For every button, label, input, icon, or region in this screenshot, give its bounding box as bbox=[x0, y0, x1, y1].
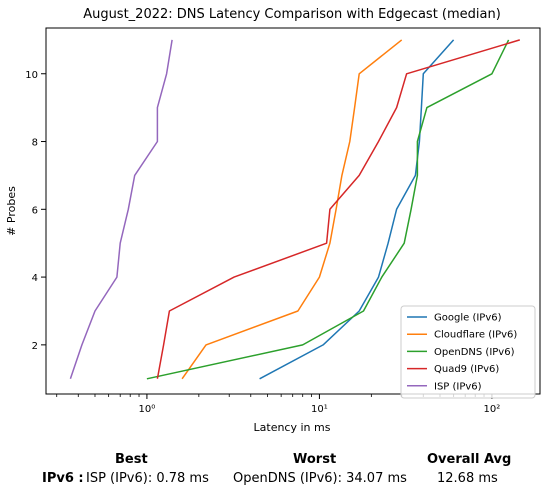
y-tick-label: 8 bbox=[32, 138, 38, 149]
x-axis-label: Latency in ms bbox=[254, 421, 331, 434]
legend-entry: Google (IPv6) bbox=[434, 313, 502, 324]
legend-entry: ISP (IPv6) bbox=[434, 381, 482, 392]
overall-avg-value: 12.68 ms bbox=[437, 471, 498, 486]
ipv6-row-label: IPv6 : bbox=[42, 471, 84, 486]
legend-entry: Quad9 (IPv6) bbox=[434, 364, 499, 375]
worst-header: Worst bbox=[293, 452, 337, 467]
overall-avg-header: Overall Avg bbox=[427, 452, 512, 467]
latency-chart: August_2022: DNS Latency Comparison with… bbox=[5, 7, 541, 434]
series-line-isp-ipv6 bbox=[69, 39, 173, 380]
legend-entry: OpenDNS (IPv6) bbox=[434, 347, 515, 358]
chart-title: August_2022: DNS Latency Comparison with… bbox=[83, 7, 501, 22]
x-tick-label: 10² bbox=[484, 404, 501, 415]
y-tick-label: 2 bbox=[32, 341, 38, 352]
y-tick-label: 10 bbox=[25, 70, 38, 81]
best-value: ISP (IPv6): 0.78 ms bbox=[86, 471, 209, 486]
y-tick-label: 6 bbox=[32, 205, 38, 216]
worst-value: OpenDNS (IPv6): 34.07 ms bbox=[233, 471, 407, 486]
series-line-quad9-ipv6 bbox=[156, 39, 521, 379]
y-tick-label: 4 bbox=[32, 273, 38, 284]
y-axis-label: # Probes bbox=[5, 186, 18, 236]
summary-panel: Best Worst Overall Avg IPv6 : ISP (IPv6)… bbox=[0, 448, 548, 496]
series-line-opendns-ipv6 bbox=[146, 39, 510, 380]
x-tick-label: 10⁰ bbox=[139, 404, 156, 415]
best-header: Best bbox=[115, 452, 148, 467]
series-line-google-ipv6 bbox=[259, 39, 455, 380]
series-lines bbox=[69, 39, 521, 380]
legend: Google (IPv6) Cloudflare (IPv6) OpenDNS (I… bbox=[400, 305, 536, 399]
x-tick-label: 10¹ bbox=[311, 404, 328, 415]
legend-entry: Cloudflare (IPv6) bbox=[434, 330, 517, 341]
series-line-cloudflare-ipv6 bbox=[181, 39, 403, 380]
legend-frame bbox=[400, 305, 536, 399]
